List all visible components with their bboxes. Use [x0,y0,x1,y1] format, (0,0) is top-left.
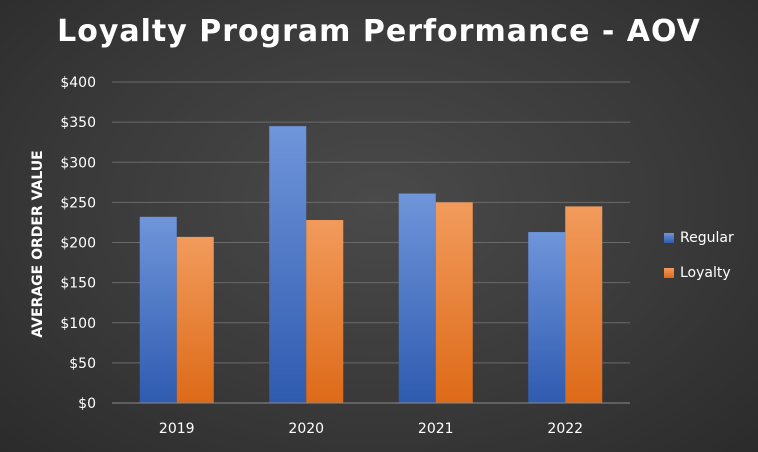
y-tick-label: $400 [60,75,96,91]
bar-regular-2021 [398,193,436,403]
y-tick-label: $100 [60,316,96,332]
chart-title: Loyalty Program Performance - AOV [57,14,701,49]
bar-regular-2019 [139,216,177,403]
bar-loyalty-2022 [565,206,603,403]
legend-label-loyalty: Loyalty [680,265,731,281]
x-tick-label: 2020 [288,421,324,437]
x-tick-label: 2021 [418,421,454,437]
legend-swatch-loyalty [664,268,674,278]
legend-item-regular: Regular [664,228,734,248]
bar-loyalty-2021 [435,202,473,403]
bar-regular-2022 [528,232,566,403]
legend-label-regular: Regular [680,230,734,246]
y-tick-label: $0 [78,396,96,412]
y-tick-label: $150 [60,276,96,292]
y-tick-label: $300 [60,155,96,171]
legend-swatch-regular [664,233,674,243]
bar-loyalty-2020 [306,220,344,403]
y-tick-label: $200 [60,236,96,252]
y-tick-label: $50 [69,356,96,372]
y-tick-label: $250 [60,195,96,211]
legend-item-loyalty: Loyalty [664,263,734,283]
y-tick-label: $350 [60,115,96,131]
bar-regular-2020 [269,126,307,403]
legend: Regular Loyalty [664,228,734,298]
bar-loyalty-2019 [176,236,214,403]
x-tick-label: 2022 [547,421,583,437]
x-tick-label: 2019 [159,421,195,437]
